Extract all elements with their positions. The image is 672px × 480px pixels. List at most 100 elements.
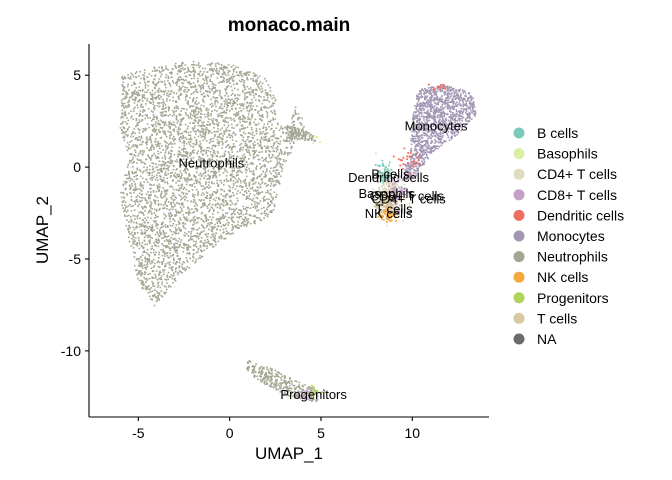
data-point	[415, 107, 418, 109]
data-point	[132, 214, 134, 217]
data-point	[137, 124, 139, 126]
data-point	[147, 191, 149, 193]
data-point	[247, 206, 249, 209]
data-point	[455, 115, 458, 118]
data-point	[160, 165, 163, 168]
data-point	[202, 204, 204, 206]
data-point	[430, 107, 432, 109]
data-point	[243, 72, 245, 75]
data-point	[278, 172, 280, 174]
data-point	[285, 132, 287, 134]
data-point	[135, 171, 137, 173]
data-point	[124, 114, 126, 117]
data-point	[142, 151, 145, 154]
data-point	[124, 77, 127, 79]
data-point	[243, 208, 245, 210]
data-point	[269, 121, 272, 123]
data-point	[154, 105, 156, 107]
data-point	[259, 132, 262, 135]
data-point	[196, 204, 199, 207]
data-point	[155, 121, 157, 123]
data-point	[188, 190, 190, 193]
data-point	[431, 86, 433, 88]
data-point	[255, 127, 258, 130]
data-point	[141, 267, 144, 269]
data-point	[232, 76, 235, 78]
data-point	[222, 204, 224, 206]
data-point	[207, 240, 210, 243]
data-point	[294, 138, 296, 140]
data-point	[241, 125, 244, 127]
data-point	[203, 199, 205, 201]
data-point	[154, 233, 157, 236]
data-point	[433, 91, 436, 93]
data-point	[234, 188, 237, 190]
data-point	[150, 191, 152, 193]
data-point	[181, 197, 183, 200]
data-point	[212, 174, 214, 177]
data-point	[212, 198, 215, 201]
data-point	[216, 150, 219, 153]
data-point	[237, 190, 239, 192]
data-point	[202, 139, 204, 142]
data-point	[134, 138, 137, 141]
data-point	[252, 162, 254, 165]
data-point	[194, 119, 197, 121]
data-point	[151, 168, 154, 171]
data-point	[182, 261, 185, 263]
data-point	[273, 142, 276, 145]
data-point	[184, 68, 186, 70]
data-point	[189, 70, 191, 73]
data-point	[257, 110, 259, 113]
data-point	[264, 139, 266, 141]
data-point	[202, 225, 204, 228]
data-point	[430, 148, 432, 150]
data-point	[152, 220, 155, 222]
data-point	[149, 165, 151, 167]
data-point	[448, 93, 451, 95]
data-point	[213, 131, 216, 133]
data-point	[197, 191, 199, 193]
data-point	[214, 63, 217, 65]
data-point	[240, 118, 243, 120]
data-point	[149, 242, 151, 244]
data-point	[194, 102, 197, 104]
data-point	[175, 82, 177, 84]
data-point	[177, 220, 180, 222]
data-point	[254, 88, 257, 91]
data-point	[194, 125, 196, 127]
data-point	[271, 104, 273, 107]
data-point	[146, 229, 148, 232]
data-point	[433, 93, 435, 96]
data-point	[164, 122, 166, 124]
data-point	[226, 136, 228, 138]
data-point	[138, 169, 141, 171]
data-point	[123, 76, 126, 78]
data-point	[168, 208, 171, 211]
data-point	[165, 111, 167, 113]
data-point	[193, 111, 195, 113]
data-point	[124, 201, 127, 204]
data-point	[264, 173, 266, 176]
data-point	[138, 196, 141, 198]
data-point	[231, 146, 234, 148]
data-point	[254, 215, 256, 218]
data-point	[251, 114, 254, 117]
data-point	[135, 269, 137, 271]
data-point	[403, 179, 405, 181]
data-point	[132, 247, 135, 249]
data-point	[407, 178, 410, 180]
data-point	[217, 152, 219, 154]
data-point	[157, 260, 159, 262]
data-point	[429, 98, 431, 100]
data-point	[127, 177, 130, 180]
data-point	[441, 120, 443, 122]
data-point	[155, 297, 157, 299]
data-point	[192, 244, 195, 247]
data-point	[135, 145, 137, 148]
data-point	[252, 89, 255, 91]
data-point	[206, 77, 209, 79]
data-point	[167, 69, 169, 71]
data-point	[259, 144, 262, 146]
data-point	[186, 183, 188, 186]
